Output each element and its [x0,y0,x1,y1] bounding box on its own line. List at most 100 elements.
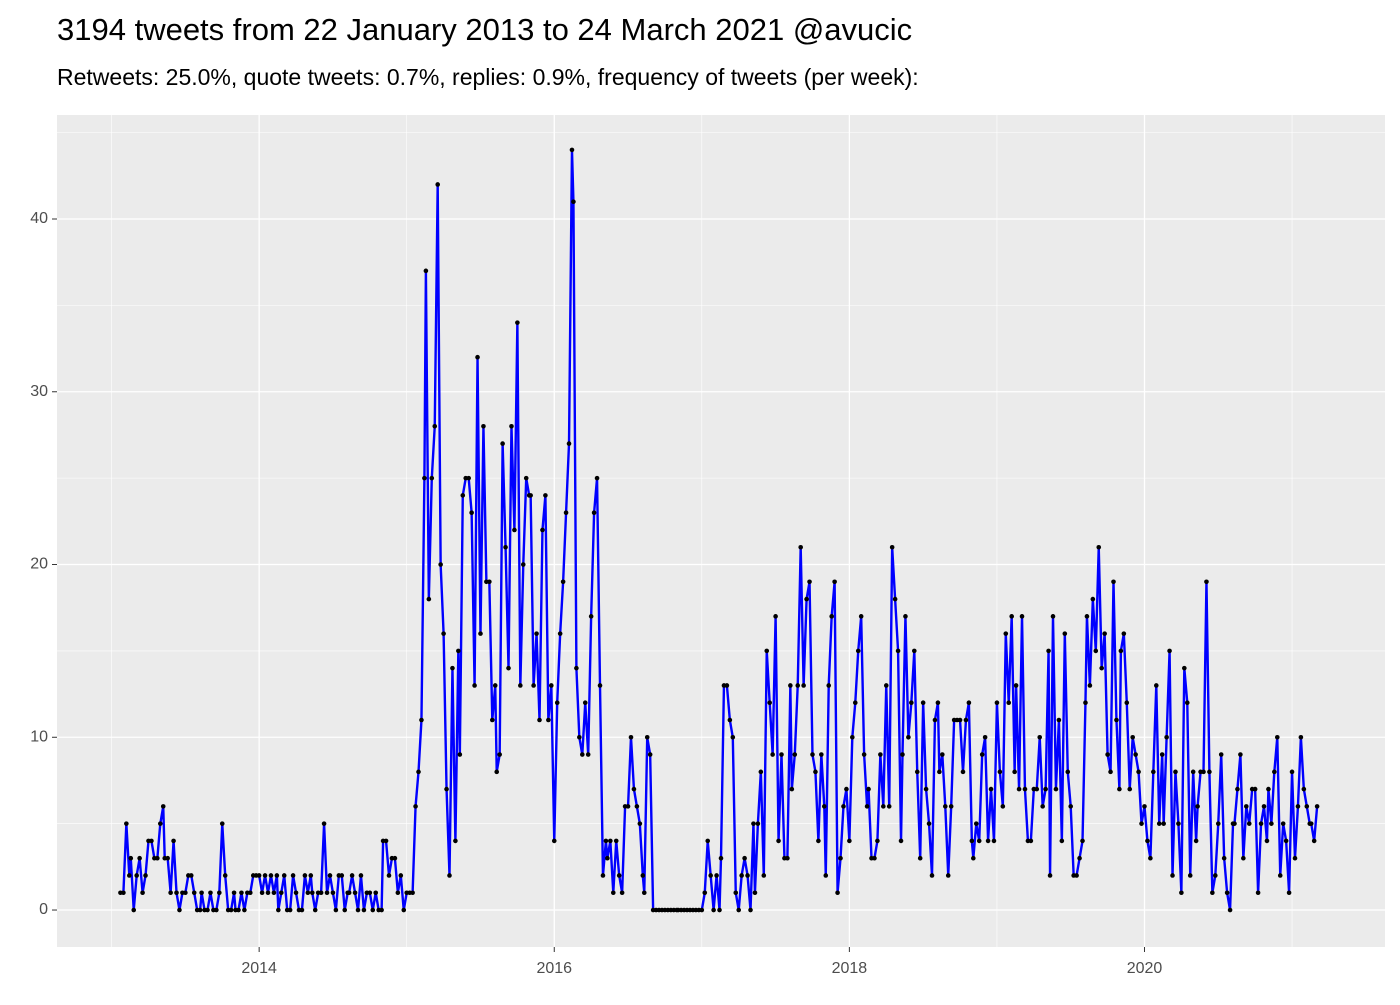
data-point [858,614,864,619]
data-point [914,769,920,775]
data-point [287,907,293,913]
data-point [795,683,801,688]
data-point [1043,786,1048,792]
data-point [1269,821,1274,826]
data-point [708,873,713,878]
data-point [333,907,339,913]
data-point [228,907,234,913]
data-point [770,752,775,757]
data-point [594,475,600,481]
data-point [515,320,520,325]
data-point [413,804,418,809]
data-point [903,614,908,619]
data-point [1145,838,1150,844]
data-point [460,493,466,498]
data-point [265,890,271,896]
data-point [810,752,815,757]
data-point [131,907,137,913]
data-point [895,648,901,654]
data-point [321,821,327,826]
data-point [819,752,824,757]
data-point [447,873,452,878]
data-point [373,890,379,896]
data-point [191,890,197,896]
data-point [1179,890,1184,896]
data-point [309,890,315,896]
data-point [305,890,311,896]
data-point [528,493,533,498]
data-point [929,873,935,878]
data-point [222,873,228,878]
data-point [900,752,905,757]
data-point [293,890,299,896]
data-point [140,890,145,896]
data-point [401,907,407,913]
data-point [487,579,492,585]
data-point [1292,855,1298,861]
data-point [1258,821,1264,826]
data-point [1083,700,1088,706]
data-point [906,734,911,740]
data-point [157,821,163,826]
data-point [398,873,404,878]
data-point [813,769,818,775]
data-point [608,838,613,844]
data-point [963,717,969,723]
data-point [1050,614,1056,619]
data-point [1053,786,1059,792]
data-point [1193,838,1199,844]
data-point [469,510,474,515]
data-point [1090,596,1096,602]
data-point [523,475,529,481]
data-point [911,648,917,654]
data-point [554,700,560,706]
data-point [886,804,892,809]
data-point [1272,769,1277,775]
data-point [219,821,225,826]
data-point [435,182,440,187]
data-point [540,527,545,533]
data-point [506,665,511,671]
data-point [205,907,210,913]
data-point [1012,769,1017,775]
data-point [1136,769,1141,775]
data-point [898,838,904,844]
data-point [966,700,972,706]
data-point [128,855,134,861]
data-point [776,838,781,844]
data-point [308,873,314,878]
data-point [838,855,843,861]
data-point [582,700,588,706]
data-point [628,734,634,740]
data-point [637,821,643,826]
data-point [1093,648,1099,654]
data-point [878,752,883,757]
data-point [1156,821,1162,826]
data-point [1218,752,1224,757]
data-point [591,510,597,515]
data-point [1215,821,1221,826]
data-point [497,752,502,757]
data-point [1195,804,1200,809]
data-point [302,873,308,878]
data-point [935,700,941,706]
data-point [1080,838,1085,844]
data-point [1170,873,1175,878]
data-point [752,890,758,896]
data-point [160,804,166,809]
data-point [619,890,625,896]
data-point [432,424,438,429]
data-point [1301,786,1307,792]
data-point [171,838,176,844]
data-point [971,855,976,861]
data-point [1161,821,1166,826]
data-point [386,873,392,878]
data-point [1221,855,1227,861]
data-point [1003,631,1009,636]
data-point [416,769,421,775]
data-point [751,821,756,826]
data-point [852,700,858,706]
data-point [1153,683,1159,688]
data-point [247,890,253,896]
